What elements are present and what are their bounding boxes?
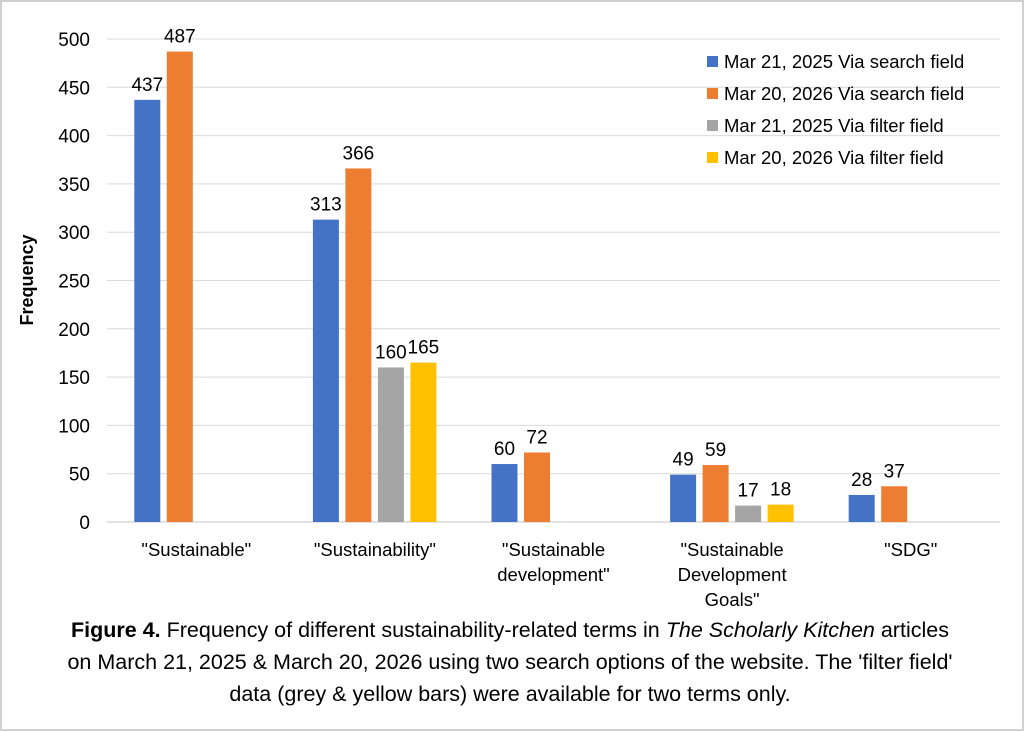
bar xyxy=(524,452,550,522)
x-tick-label: Development xyxy=(678,564,787,585)
caption-label: Figure 4. xyxy=(71,618,161,642)
data-label: 72 xyxy=(526,427,547,448)
data-label: 313 xyxy=(310,195,342,216)
bar xyxy=(735,505,762,522)
y-tick-label: 50 xyxy=(69,465,90,486)
bar xyxy=(702,465,729,522)
y-tick-label: 350 xyxy=(58,175,90,196)
bar xyxy=(312,219,339,522)
caption-text-1: Frequency of different sustainability-re… xyxy=(160,618,666,642)
y-tick-label: 150 xyxy=(58,368,90,389)
legend-label: Mar 21, 2025 Via search field xyxy=(724,51,964,72)
bar xyxy=(377,367,404,522)
x-tick-label: "Sustainability" xyxy=(314,539,436,560)
legend-label: Mar 20, 2026 Via filter field xyxy=(724,147,944,168)
data-label: 487 xyxy=(164,27,196,48)
y-tick-label: 400 xyxy=(58,127,90,148)
figure-caption: Figure 4. Frequency of different sustain… xyxy=(60,614,960,710)
x-tick-label: "SDG" xyxy=(884,539,937,560)
x-tick-label: "Sustainable xyxy=(502,539,605,560)
legend-swatch xyxy=(707,152,718,163)
legend-swatch xyxy=(707,88,718,99)
data-label: 160 xyxy=(375,342,407,363)
bar xyxy=(410,362,437,522)
legend-swatch xyxy=(707,120,718,131)
caption-text-2: articles on March 21, 2025 & March 20, 2… xyxy=(67,618,953,706)
bar xyxy=(345,168,372,522)
data-label: 437 xyxy=(131,75,163,96)
bar xyxy=(134,99,161,522)
bar xyxy=(166,51,193,523)
y-tick-label: 450 xyxy=(58,78,90,99)
bar xyxy=(881,486,908,522)
legend-label: Mar 21, 2025 Via filter field xyxy=(724,115,944,136)
x-tick-label: "Sustainable" xyxy=(141,539,251,560)
data-label: 28 xyxy=(851,470,872,491)
y-tick-label: 250 xyxy=(58,272,90,293)
bar xyxy=(848,494,875,522)
legend-swatch xyxy=(707,56,718,67)
x-tick-label: "Sustainable xyxy=(680,539,783,560)
data-label: 59 xyxy=(705,440,726,461)
bar xyxy=(670,474,697,522)
y-axis-title: Frequency xyxy=(17,234,37,325)
y-tick-label: 300 xyxy=(58,223,90,244)
bar xyxy=(491,464,518,522)
x-tick-label: Goals" xyxy=(705,589,760,610)
data-label: 49 xyxy=(673,450,694,471)
data-label: 165 xyxy=(408,338,440,359)
bar xyxy=(767,504,794,522)
x-tick-label: development" xyxy=(497,564,610,585)
y-tick-label: 0 xyxy=(79,513,90,534)
data-label: 18 xyxy=(770,480,791,501)
caption-italic: The Scholarly Kitchen xyxy=(665,618,875,642)
y-tick-label: 500 xyxy=(58,30,90,51)
y-tick-label: 200 xyxy=(58,320,90,341)
data-label: 37 xyxy=(884,461,905,482)
y-tick-label: 100 xyxy=(58,416,90,437)
legend-label: Mar 20, 2026 Via search field xyxy=(724,83,964,104)
data-label: 60 xyxy=(494,439,515,460)
data-label: 366 xyxy=(343,143,375,164)
data-label: 17 xyxy=(738,481,759,502)
